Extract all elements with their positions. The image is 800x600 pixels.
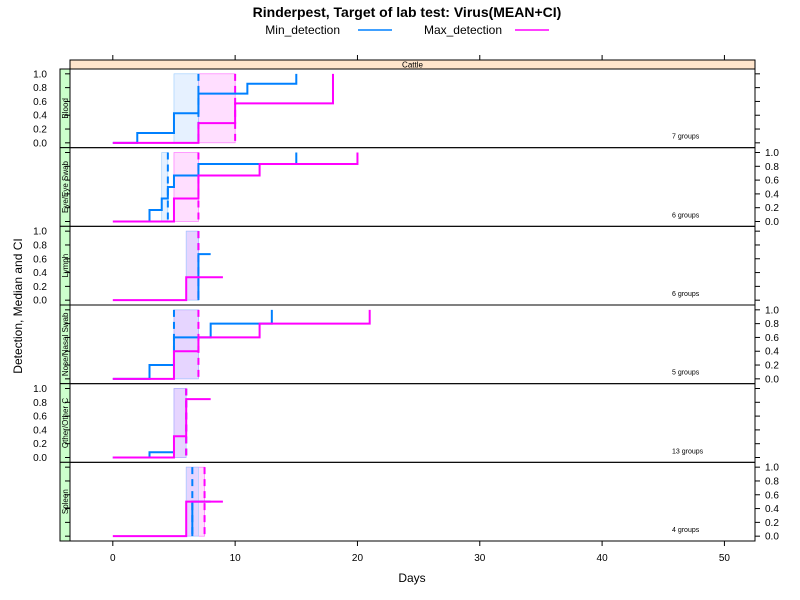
y-tick-label: 0.8 [33,83,47,94]
x-tick-label: 10 [230,553,242,564]
legend: Min_detection Max_detection [265,23,549,37]
ci-band-max-detection [198,73,236,144]
panel-nose-nasal-swab: Nose/Nasal Swab 0.0 0.2 0.4 0.6 0.8 1.0 5 group… [59,304,779,385]
panel-label: Other/Other C [61,398,70,448]
y-tick-label: 0.0 [33,296,47,307]
y-tick-label: 0.0 [765,532,779,543]
panel-spleen: Spleen 0.0 0.2 0.4 0.6 0.8 1.0 4 groups [59,461,779,543]
y-tick-label: 0.0 [33,453,47,464]
y-tick-label: 0.8 [765,319,779,330]
series-max-detection [112,398,211,459]
legend-label-max-detection: Max_detection [424,23,502,37]
y-tick-label: 0.2 [33,282,47,293]
y-tick-label: 0.8 [765,162,779,173]
legend-label-min-detection: Min_detection [265,23,340,37]
series-max-detection [112,276,223,302]
y-tick-label: 0.4 [33,111,47,122]
panel-other-other-c: Other/Other C 0.0 0.2 0.4 0.6 0.8 1.0 13 groups [33,383,760,464]
series-min-detection [112,73,298,144]
y-tick-label: 0.4 [33,268,47,279]
y-tick-label: 1.0 [33,384,47,395]
series-min-detection [197,253,211,301]
series-max-detection [112,73,334,144]
y-tick-label: 0.2 [33,125,47,136]
panel-label: Blood [61,98,70,118]
y-tick-label: 0.2 [33,439,47,450]
y-tick-label: 0.4 [765,504,779,515]
y-tick-label: 0.0 [765,374,779,385]
y-tick-label: 0.8 [765,476,779,487]
panel-border [69,461,756,542]
ci-band-max-detection [173,152,199,222]
panel-border [69,383,756,463]
y-tick-label: 0.6 [33,254,47,265]
x-tick-label: 30 [474,553,486,564]
ci-band-min-detection [173,309,199,380]
y-tick-label: 0.6 [33,412,47,423]
ci-band-min-detection [173,388,187,458]
strip-label: Cattle [402,61,423,70]
ci-band-min-detection [173,73,199,144]
y-tick-label: 0.0 [33,138,47,149]
y-tick-label: 0.6 [765,333,779,344]
y-tick-label: 1.0 [765,148,779,159]
y-tick-label: 0.6 [765,176,779,187]
series-min-detection [112,309,273,380]
x-axis-label: Days [398,571,425,585]
y-tick-label: 0.2 [765,361,779,372]
y-tick-label: 0.2 [765,203,779,214]
panel-border [69,225,756,306]
y-tick-label: 0.4 [765,347,779,358]
panel-eye-eye-swab: Eye/Eye Swab 0.0 0.2 0.4 0.6 0.8 1.0 6 groups [59,147,779,228]
ci-band-min-detection [185,230,199,301]
series-max-detection [112,309,371,380]
panel-label: Nose/Nasal Swab [61,312,70,376]
panel-border [69,304,756,385]
y-tick-label: 0.4 [33,425,47,436]
y-tick-label: 0.8 [33,240,47,251]
y-tick-label: 0.8 [33,398,47,409]
groups-count: 4 groups [672,527,700,534]
x-tick-label: 0 [110,553,116,564]
panel-lymph: Lymph 0.0 0.2 0.4 0.6 0.8 1.0 6 groups [33,225,760,307]
series-max-detection [112,152,359,223]
x-tick-label: 50 [719,553,731,564]
groups-count: 7 groups [672,134,700,141]
groups-count: 13 groups [672,448,704,455]
y-tick-label: 1.0 [765,305,779,316]
y-tick-label: 0.2 [765,518,779,529]
x-tick-label: 40 [597,553,609,564]
panel-label: Lymph [61,254,70,278]
panel-label: Eye/Eye Swab [61,160,70,213]
y-tick-label: 0.4 [765,189,779,200]
y-tick-label: 0.6 [33,97,47,108]
plot-area: Cattle 0 10 20 30 40 50 Blood 0.0 0.2 0.4 0.6 0.8 1.0… [33,55,779,564]
panel-blood: Blood 0.0 0.2 0.4 0.6 0.8 1.0 7 groups [33,68,760,149]
plot-frame [69,59,756,542]
y-tick-label: 0.0 [765,217,779,228]
panel-border [69,68,756,149]
groups-count: 6 groups [672,212,700,219]
y-tick-label: 1.0 [33,227,47,238]
series-min-detection [148,152,298,223]
groups-count: 6 groups [672,291,700,298]
x-tick-label: 20 [352,553,364,564]
groups-count: 5 groups [672,370,700,377]
y-tick-label: 1.0 [33,69,47,80]
y-tick-label: 1.0 [765,463,779,474]
series-max-detection [112,500,223,538]
chart-title: Rinderpest, Target of lab test: Virus(ME… [253,4,562,20]
y-axis-label: Detection, Median and CI [11,238,25,373]
panel-label: Spleen [61,489,70,514]
y-tick-label: 0.6 [765,490,779,501]
